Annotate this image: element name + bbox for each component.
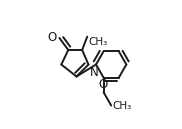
Text: O: O bbox=[47, 31, 56, 45]
Text: CH₃: CH₃ bbox=[112, 100, 132, 111]
Text: CH₃: CH₃ bbox=[88, 37, 108, 47]
Text: O: O bbox=[98, 78, 108, 91]
Text: N: N bbox=[90, 66, 99, 79]
